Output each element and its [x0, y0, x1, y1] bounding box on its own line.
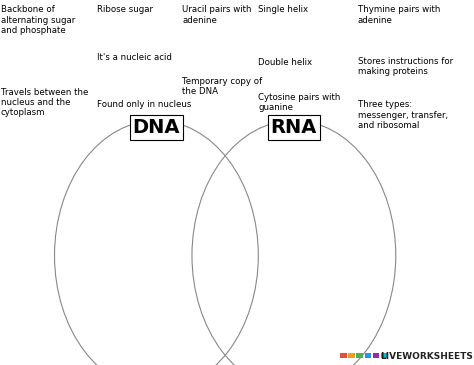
Text: Backbone of
alternating sugar
and phosphate: Backbone of alternating sugar and phosph… [1, 5, 75, 35]
Text: LIVEWORKSHEETS: LIVEWORKSHEETS [380, 351, 473, 361]
Text: DNA: DNA [133, 118, 180, 137]
Text: Thymine pairs with
adenine: Thymine pairs with adenine [358, 5, 440, 25]
Bar [340, 353, 347, 358]
Text: Found only in nucleus: Found only in nucleus [97, 100, 191, 110]
Text: Double helix: Double helix [258, 58, 312, 68]
Text: Travels between the
nucleus and the
cytoplasm: Travels between the nucleus and the cyto… [1, 88, 88, 118]
Text: It's a nucleic acid: It's a nucleic acid [97, 53, 172, 62]
Bar [373, 353, 379, 358]
Text: Single helix: Single helix [258, 5, 309, 15]
Text: RNA: RNA [271, 118, 317, 137]
Text: Cytosine pairs with
guanine: Cytosine pairs with guanine [258, 93, 341, 112]
Text: Uracil pairs with
adenine: Uracil pairs with adenine [182, 5, 252, 25]
Bar [348, 353, 355, 358]
Bar [381, 353, 387, 358]
Text: Temporary copy of
the DNA: Temporary copy of the DNA [182, 77, 263, 96]
Text: Three types:
messenger, transfer,
and ribosomal: Three types: messenger, transfer, and ri… [358, 100, 448, 130]
Bar [356, 353, 363, 358]
Text: Ribose sugar: Ribose sugar [97, 5, 153, 15]
Bar [365, 353, 371, 358]
Text: Stores instructions for
making proteins: Stores instructions for making proteins [358, 57, 453, 76]
